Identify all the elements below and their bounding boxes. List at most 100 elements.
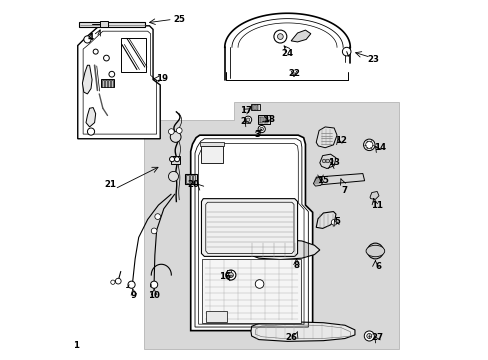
Circle shape — [228, 273, 233, 278]
Polygon shape — [250, 321, 354, 341]
Circle shape — [364, 331, 373, 341]
Text: 15: 15 — [317, 176, 328, 185]
Bar — [205, 311, 227, 321]
Polygon shape — [201, 199, 297, 256]
Circle shape — [170, 132, 181, 142]
Bar — [201, 145, 223, 163]
Bar — [185, 174, 196, 184]
Text: 24: 24 — [281, 49, 293, 58]
Text: 7: 7 — [341, 186, 347, 195]
Bar — [186, 175, 188, 183]
Text: 5: 5 — [334, 217, 340, 226]
Polygon shape — [369, 192, 378, 199]
Text: 6: 6 — [375, 262, 381, 271]
Bar — [110, 80, 112, 87]
Circle shape — [325, 159, 329, 163]
Circle shape — [258, 126, 265, 133]
Circle shape — [329, 159, 332, 163]
Circle shape — [225, 270, 235, 280]
Bar — [79, 22, 145, 27]
Bar — [250, 104, 260, 111]
Polygon shape — [316, 212, 335, 228]
Polygon shape — [86, 108, 96, 127]
Polygon shape — [82, 65, 92, 94]
Text: 22: 22 — [287, 69, 299, 78]
Bar — [254, 105, 255, 110]
Circle shape — [176, 128, 182, 134]
Bar — [261, 117, 263, 123]
Bar — [264, 117, 265, 123]
Text: 3: 3 — [254, 130, 260, 139]
Circle shape — [365, 141, 372, 148]
Circle shape — [322, 159, 325, 163]
Polygon shape — [171, 156, 180, 164]
Circle shape — [103, 55, 109, 61]
Circle shape — [342, 47, 350, 56]
Circle shape — [155, 214, 160, 220]
Circle shape — [367, 243, 383, 259]
Circle shape — [260, 127, 263, 131]
Text: 8: 8 — [293, 261, 299, 270]
Bar — [108, 80, 109, 87]
Polygon shape — [144, 102, 398, 348]
Circle shape — [87, 128, 94, 135]
Circle shape — [174, 157, 179, 162]
Circle shape — [109, 71, 115, 77]
Text: 16: 16 — [218, 271, 230, 280]
Circle shape — [255, 280, 264, 288]
Circle shape — [168, 171, 178, 181]
Ellipse shape — [366, 245, 384, 257]
Circle shape — [244, 116, 251, 123]
Bar — [251, 105, 253, 110]
Polygon shape — [315, 174, 364, 185]
Circle shape — [277, 34, 283, 40]
Bar — [226, 270, 230, 273]
Circle shape — [246, 118, 249, 122]
Circle shape — [168, 129, 174, 134]
Bar — [102, 80, 104, 87]
Text: 21: 21 — [104, 180, 116, 189]
Text: 13: 13 — [327, 158, 340, 167]
Circle shape — [128, 281, 135, 288]
Text: 12: 12 — [335, 136, 346, 145]
Polygon shape — [313, 177, 323, 186]
Text: 23: 23 — [367, 55, 379, 64]
Bar — [105, 80, 106, 87]
Text: 18: 18 — [263, 115, 274, 124]
Text: 27: 27 — [371, 333, 383, 342]
Polygon shape — [319, 154, 335, 168]
Circle shape — [150, 281, 158, 288]
Circle shape — [366, 333, 371, 338]
Bar — [101, 78, 113, 87]
Circle shape — [363, 139, 374, 150]
Circle shape — [115, 278, 121, 284]
Text: 19: 19 — [156, 75, 168, 84]
Circle shape — [83, 36, 91, 43]
Text: 14: 14 — [373, 143, 386, 152]
Circle shape — [330, 220, 336, 225]
Text: 1: 1 — [73, 341, 79, 350]
Bar — [258, 115, 269, 124]
Text: 10: 10 — [148, 291, 160, 300]
Polygon shape — [190, 135, 312, 330]
Text: 17: 17 — [240, 105, 252, 114]
Bar — [189, 175, 191, 183]
Circle shape — [110, 280, 115, 284]
Polygon shape — [246, 239, 319, 260]
Text: 26: 26 — [285, 333, 297, 342]
Bar — [121, 39, 145, 72]
Polygon shape — [290, 30, 310, 42]
Polygon shape — [202, 259, 301, 323]
Circle shape — [151, 228, 157, 234]
Text: 11: 11 — [370, 201, 383, 210]
Circle shape — [169, 157, 174, 162]
Text: 2: 2 — [240, 117, 245, 126]
Bar — [258, 117, 260, 123]
Polygon shape — [316, 127, 336, 148]
Circle shape — [273, 30, 286, 43]
Text: 4: 4 — [87, 33, 93, 42]
Text: 20: 20 — [187, 180, 199, 189]
Bar — [100, 22, 108, 27]
Text: 25: 25 — [173, 15, 185, 24]
Text: 9: 9 — [130, 291, 136, 300]
